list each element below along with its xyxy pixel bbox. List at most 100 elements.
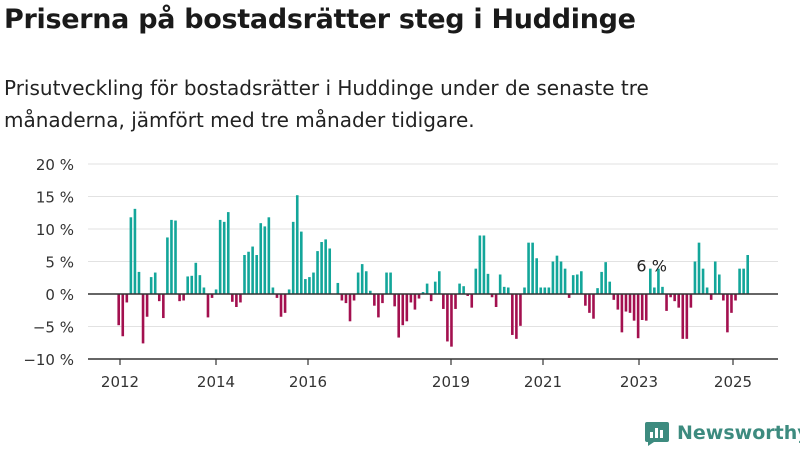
bar	[210, 294, 214, 298]
x-tick-label: 2019	[432, 373, 470, 390]
bar	[295, 195, 299, 294]
y-axis-labels: −10 % −5 % 0 % 5 % 10 % 15 % 20 %	[23, 156, 74, 369]
bar	[141, 294, 145, 344]
bar	[279, 294, 283, 317]
bar	[348, 294, 352, 322]
bar	[730, 294, 733, 313]
bar	[263, 226, 267, 294]
brand-logo: Newsworthy	[644, 418, 800, 448]
annotation-label: 6 %	[636, 257, 666, 276]
bar	[689, 294, 693, 308]
bar	[498, 274, 502, 294]
bar	[304, 279, 307, 294]
bar	[235, 294, 238, 307]
bar	[677, 294, 681, 308]
bar	[584, 294, 587, 306]
bar	[312, 272, 315, 294]
bar	[421, 292, 425, 294]
bar	[413, 294, 417, 310]
bar	[636, 294, 640, 339]
bar	[665, 294, 668, 311]
x-tick-label: 2016	[289, 373, 327, 390]
bar	[287, 289, 291, 294]
bar	[661, 286, 664, 294]
bar	[352, 294, 356, 301]
bar	[649, 268, 652, 294]
bar	[454, 294, 457, 309]
bar	[291, 221, 295, 294]
bar	[162, 294, 165, 319]
bar	[734, 294, 737, 301]
annotations: 6 %	[636, 257, 666, 276]
bar	[567, 294, 571, 298]
bar	[121, 294, 125, 337]
bar	[340, 294, 344, 301]
bar	[214, 289, 218, 294]
bar	[693, 261, 697, 294]
bar	[511, 294, 514, 335]
bar	[300, 231, 303, 294]
bar	[531, 242, 534, 294]
bar	[458, 283, 461, 294]
bar	[417, 294, 421, 299]
bar	[324, 239, 327, 294]
bars	[117, 195, 749, 347]
bar	[543, 287, 547, 294]
bar	[519, 294, 522, 326]
bar	[178, 294, 181, 302]
bar	[198, 275, 202, 294]
bar	[389, 272, 392, 294]
axes	[88, 293, 778, 360]
bar	[478, 235, 482, 294]
y-tick-label: −5 %	[33, 319, 74, 337]
bar	[527, 242, 530, 294]
bar	[129, 217, 133, 294]
bar	[202, 287, 206, 294]
bar	[474, 268, 478, 294]
bar	[145, 294, 149, 317]
bar	[373, 294, 376, 306]
bar	[222, 221, 226, 294]
bar	[336, 282, 340, 294]
bar	[616, 294, 620, 310]
bar	[157, 294, 161, 302]
bar	[320, 242, 323, 294]
bar	[283, 294, 287, 313]
bar	[596, 288, 599, 294]
bar	[600, 271, 603, 294]
x-tick-label: 2012	[101, 373, 139, 390]
y-tick-label: 20 %	[36, 156, 74, 174]
bar	[612, 294, 616, 300]
bar	[226, 212, 230, 294]
bar	[137, 271, 141, 294]
bar	[466, 294, 469, 296]
bar	[726, 294, 729, 333]
bar	[275, 294, 279, 298]
bar	[190, 275, 194, 294]
bar	[685, 294, 689, 339]
bar	[555, 255, 559, 294]
y-tick-label: 15 %	[36, 189, 74, 207]
bar	[742, 268, 745, 294]
bar	[186, 276, 189, 294]
bar	[486, 273, 490, 294]
bar	[705, 287, 709, 294]
bar	[697, 242, 701, 294]
bar	[632, 294, 636, 321]
bar	[393, 294, 396, 307]
bar	[681, 294, 685, 339]
bar	[657, 268, 660, 294]
x-tick-label: 2021	[524, 373, 562, 390]
bar	[251, 246, 254, 294]
bar	[231, 294, 234, 302]
x-tick-label: 2023	[620, 373, 658, 390]
bar	[580, 271, 583, 294]
bar	[153, 272, 157, 294]
bar	[360, 264, 364, 294]
bar	[713, 261, 717, 294]
bar	[482, 235, 486, 294]
bar	[640, 294, 644, 320]
bar-chart: −10 % −5 % 0 % 5 % 10 % 15 % 20 % 2012 2014 2016…	[23, 156, 778, 390]
bar	[701, 268, 705, 294]
bar	[717, 274, 721, 294]
